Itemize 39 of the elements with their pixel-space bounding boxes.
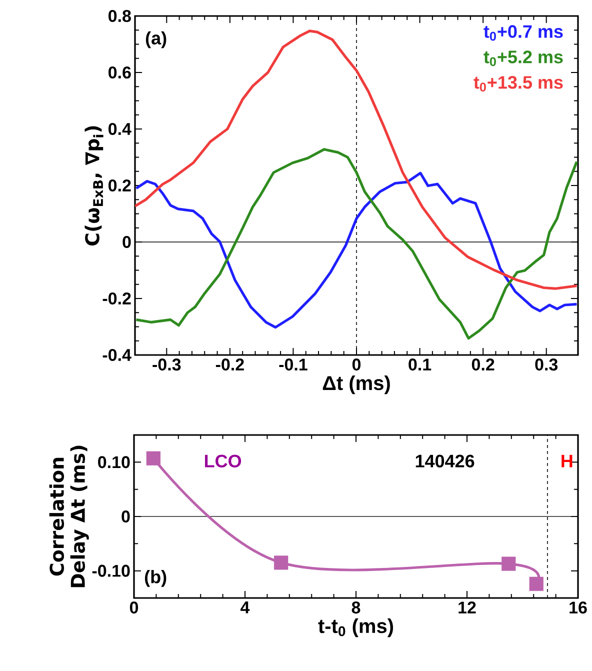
point	[274, 556, 288, 570]
y-tick-label: 0	[122, 510, 130, 523]
annotation: (a)	[146, 31, 166, 48]
x-tick-label: 12	[458, 602, 476, 614]
annotation: H	[562, 454, 572, 468]
x-axis-title: Δt (ms)	[322, 375, 390, 394]
x-tick-label: 0.2	[472, 358, 494, 371]
y-tick-label: 0.6	[108, 66, 131, 79]
text: t$_{0}$+5.2 ms	[484, 50, 563, 66]
annotation: LCO	[205, 454, 242, 468]
x-axis-title: t-t$_{0}$ (ms)	[318, 618, 394, 638]
y-tick-label: -0.2	[102, 292, 131, 305]
y-tick-label: 0.2	[108, 179, 131, 192]
x-tick-label: -0.1	[279, 358, 308, 371]
y-tick-label: 0.10	[98, 456, 130, 468]
text: t$_{0}$+0.7 ms	[484, 25, 563, 41]
x-tick-label: 8	[352, 602, 360, 614]
y-axis-title: C(ω$_{ExB}$, ∇p$_{i}$)	[84, 126, 104, 246]
y-tick-label: 0.4	[108, 122, 132, 136]
point	[146, 451, 160, 466]
y-tick-label: 0	[122, 236, 131, 248]
x-tick-label: 0.1	[408, 358, 432, 371]
x-tick-label: 0	[352, 358, 361, 371]
annotation: 140426	[416, 454, 474, 468]
x-tick-label: 0.3	[535, 358, 558, 371]
annotation: (b)	[144, 570, 166, 587]
text: t$_{0}$+13.5 ms	[474, 76, 563, 92]
line-series	[135, 172, 578, 329]
x-tick-label: 4	[240, 602, 250, 614]
y-tick-label: 0.8	[108, 10, 131, 22]
point	[502, 556, 516, 571]
point	[529, 576, 544, 591]
x-tick-label: -0.2	[216, 358, 244, 371]
x-tick-label: -0.3	[152, 358, 181, 371]
line-series	[135, 148, 578, 340]
x-tick-label: 16	[570, 602, 587, 614]
y-tick-label: -0.10	[92, 564, 130, 577]
y-axis-title: Correlation Delay Δt (ms)	[49, 446, 89, 588]
y-tick-label: -0.4	[102, 348, 132, 362]
